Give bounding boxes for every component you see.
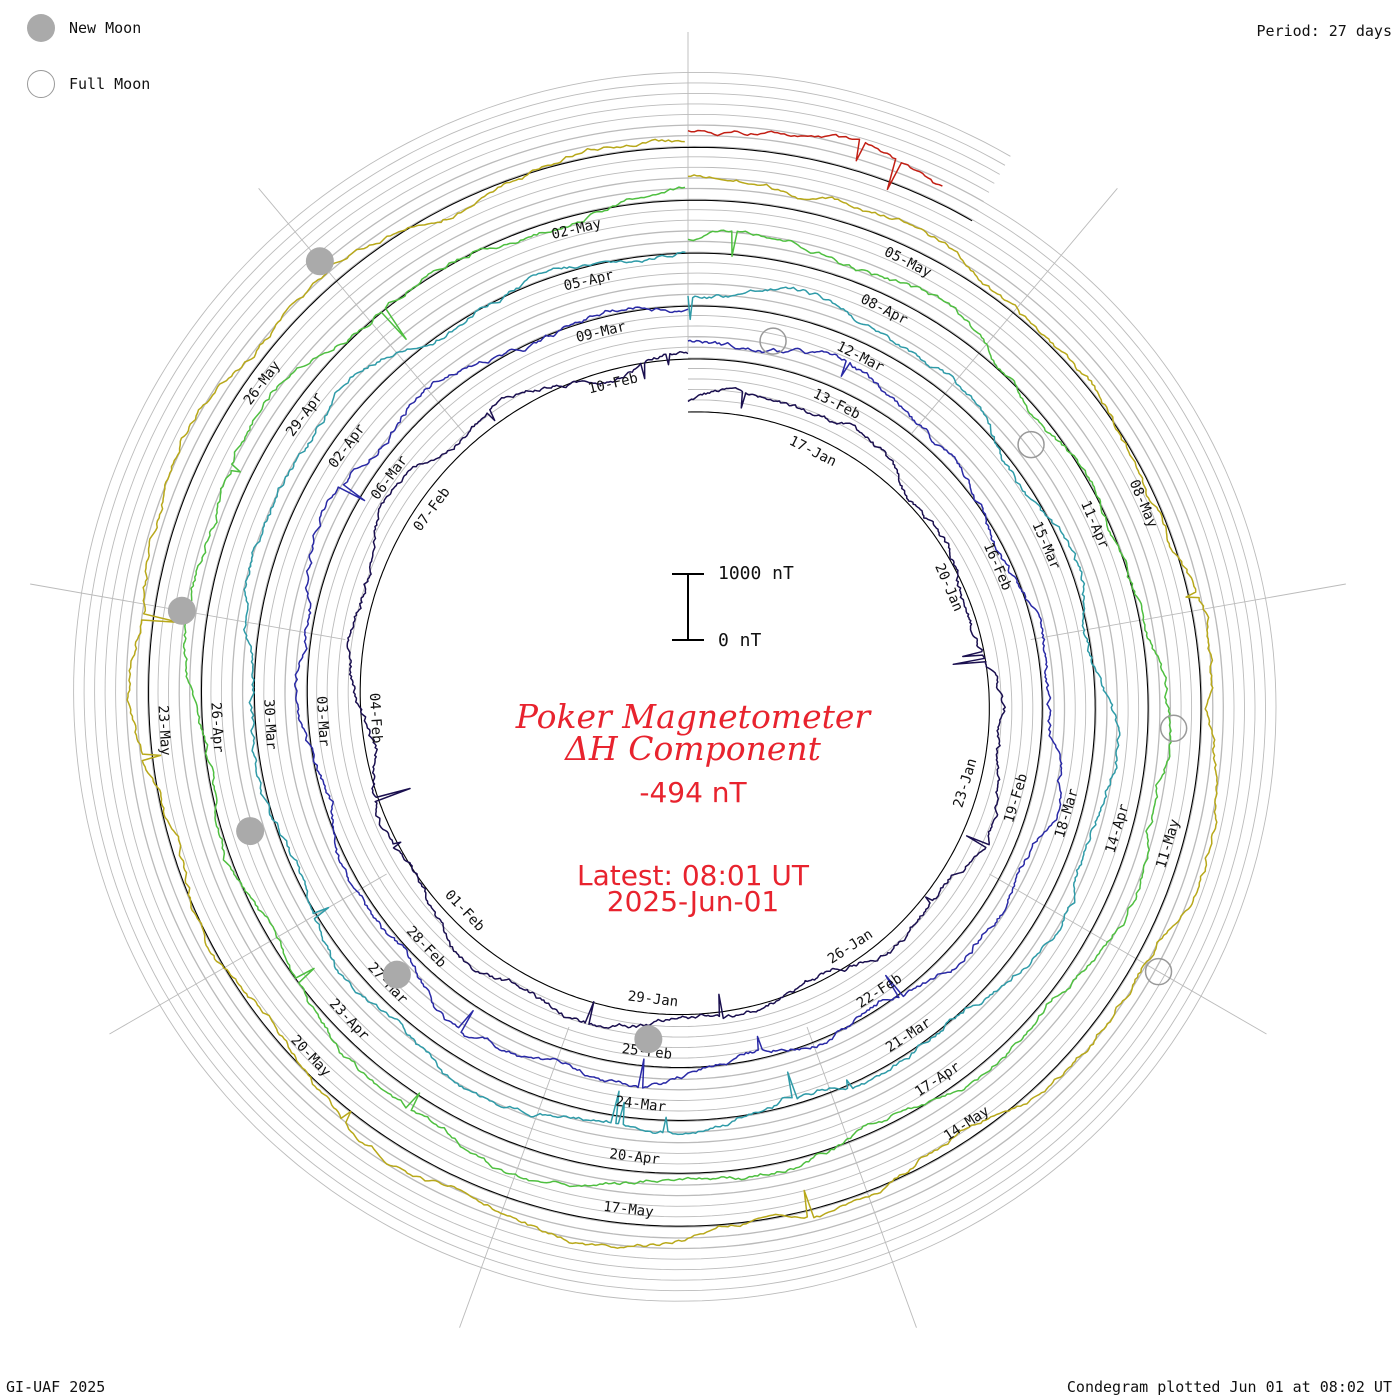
date-label: 07-Feb	[411, 484, 454, 534]
date-label: 28-Feb	[403, 923, 449, 971]
date-label: 22-Feb	[854, 971, 905, 1012]
date-label: 23-Apr	[326, 996, 372, 1044]
date-label: 04-Feb	[366, 692, 385, 743]
data-trace	[687, 129, 943, 191]
date-label: 26-Apr	[207, 702, 226, 753]
plotted-label: Condegram plotted Jun 01 at 08:02 UT	[1066, 1378, 1392, 1396]
radial-spoke	[109, 873, 387, 1035]
date-label: 14-May	[941, 1103, 992, 1144]
full-moon-marker	[759, 327, 787, 355]
date-label: 20-May	[287, 1032, 333, 1080]
date-label: 20-Apr	[609, 1146, 661, 1168]
grid-spiral	[104, 103, 1245, 1271]
date-label: 17-May	[602, 1199, 654, 1221]
date-label: 02-Apr	[326, 421, 369, 471]
date-label: 13-Feb	[810, 386, 862, 423]
new-moon-marker	[167, 596, 196, 625]
date-label: 21-Mar	[883, 1015, 934, 1056]
grid-spiral	[73, 71, 1277, 1302]
grid-spiral	[83, 82, 1266, 1292]
date-label: 08-May	[1126, 477, 1161, 530]
date-label: 29-Jan	[627, 989, 679, 1011]
radial-spoke	[258, 187, 465, 434]
radial-spoke	[911, 187, 1118, 434]
period-label: Period: 27 days	[1256, 22, 1392, 40]
grid-spiral	[94, 92, 1256, 1281]
date-label: 17-Apr	[912, 1059, 963, 1100]
date-label: 03-Mar	[313, 696, 332, 747]
baseline-spiral	[148, 146, 1202, 1227]
new-moon-icon	[27, 14, 55, 42]
date-label: 05-May	[882, 244, 934, 281]
moon-marker-layer	[167, 247, 1188, 1054]
credit-label: GI-UAF 2025	[6, 1378, 106, 1396]
legend-full-moon: Full Moon	[27, 70, 150, 98]
chart-title-line2: ΔH Component	[565, 729, 821, 768]
full-moon-marker	[1159, 714, 1188, 743]
data-trace	[243, 251, 1121, 1136]
data-trace	[346, 350, 1006, 1029]
trace-layer	[126, 129, 1219, 1249]
data-trace	[182, 186, 1172, 1188]
legend-new-moon: New Moon	[27, 14, 141, 42]
scale-bar	[672, 573, 704, 641]
data-trace	[293, 306, 1063, 1089]
full-moon-icon	[27, 70, 55, 98]
radial-spoke	[1030, 583, 1346, 641]
new-moon-marker	[305, 247, 334, 276]
legend-full-moon-label: Full Moon	[69, 75, 151, 93]
full-moon-marker	[1144, 957, 1173, 986]
grid-layer	[30, 32, 1346, 1328]
date-label: 15-Mar	[1028, 519, 1063, 572]
date-label: 23-May	[155, 705, 174, 756]
date-label: 08-Apr	[858, 291, 910, 328]
scale-top-label: 1000 nT	[718, 563, 794, 584]
new-moon-marker	[382, 960, 411, 989]
data-trace	[126, 138, 1219, 1249]
date-label: 17-Jan	[787, 433, 839, 470]
grid-spiral	[115, 113, 1235, 1260]
scale-bottom-label: 0 nT	[718, 630, 762, 651]
new-moon-marker	[634, 1025, 663, 1054]
date-label: 26-May	[241, 358, 284, 408]
date-label: 30-Mar	[260, 699, 279, 750]
chart-title-line1: Poker Magnetometer	[515, 697, 871, 736]
current-value: -494 nT	[639, 776, 747, 809]
full-moon-marker	[1017, 430, 1045, 459]
date-label: 29-Apr	[283, 390, 326, 440]
radial-spoke	[459, 1026, 570, 1328]
new-moon-marker	[236, 817, 265, 846]
radial-spoke	[806, 1026, 917, 1328]
legend-new-moon-label: New Moon	[69, 19, 142, 37]
radial-spoke	[989, 873, 1267, 1035]
date-label: 24-Mar	[615, 1094, 667, 1116]
latest-date: 2025-Jun-01	[606, 885, 780, 918]
latest-time: Latest: 08:01 UT	[576, 859, 810, 892]
